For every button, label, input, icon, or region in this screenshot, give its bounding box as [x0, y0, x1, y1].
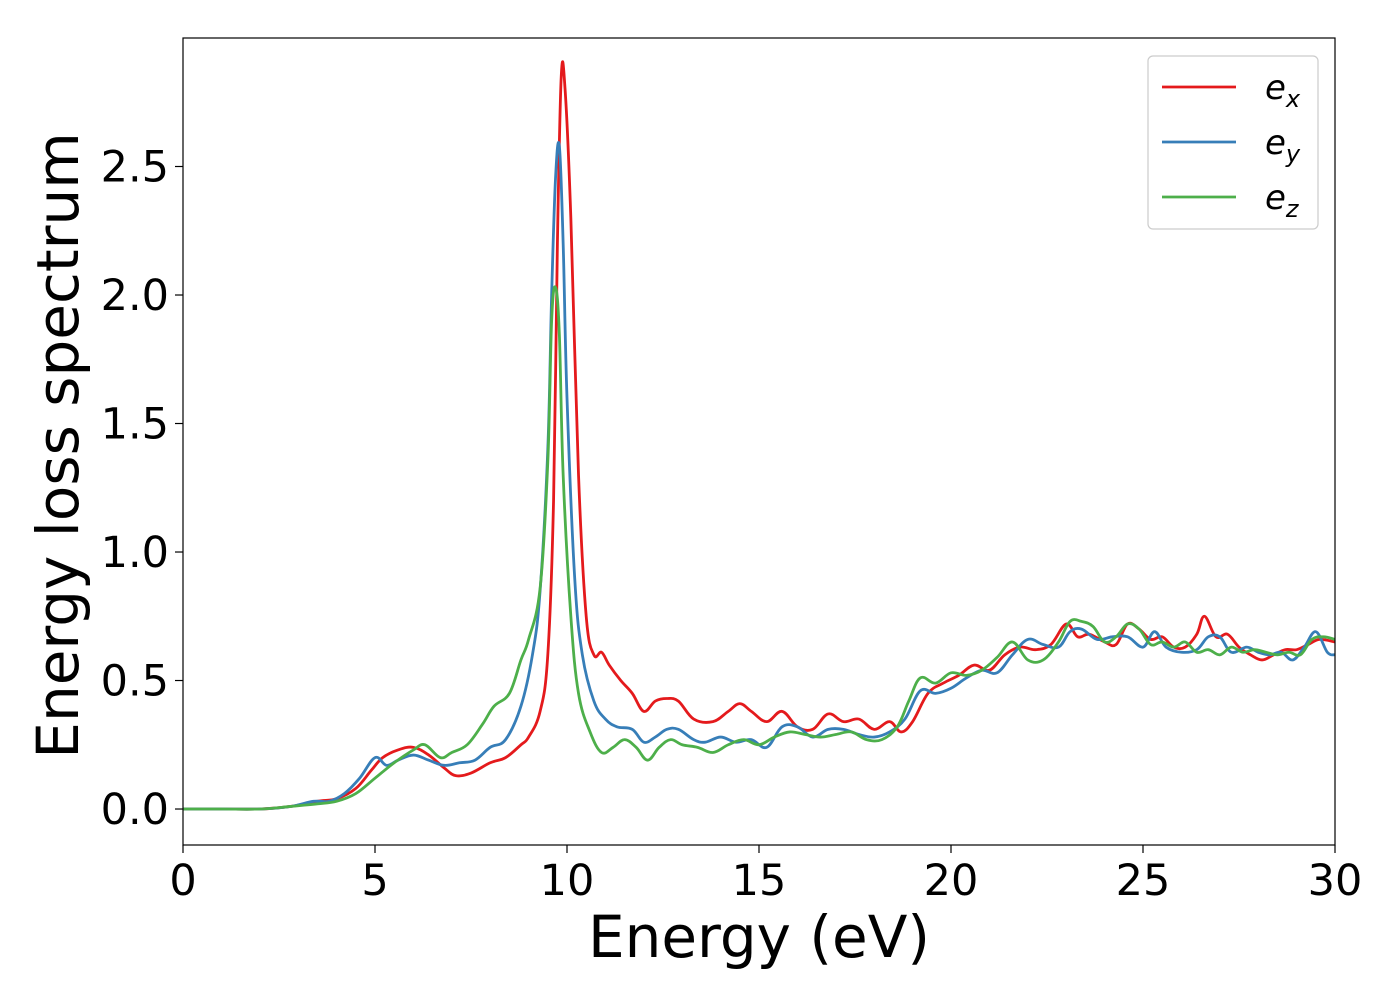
legend-items: ex ey ez	[1162, 68, 1301, 223]
legend-label-x: ex	[1265, 68, 1301, 113]
series-line-x	[183, 60, 1335, 811]
y-tick-label: 1.0	[101, 528, 169, 578]
x-axis-ticks: 0 5 10 15 20 25 30	[169, 845, 1362, 906]
legend: ex ey ez	[1147, 55, 1319, 230]
y-axis-ticks: 0.0 0.5 1.0 1.5 2.0 2.5	[101, 143, 183, 835]
y-tick-label: 2.5	[101, 143, 169, 193]
legend-label-z: ez	[1265, 178, 1300, 223]
legend-label-y: ey	[1265, 123, 1301, 168]
series-layer	[183, 60, 1335, 811]
x-tick-label: 30	[1308, 856, 1363, 906]
x-tick-label: 0	[169, 856, 196, 906]
x-tick-label: 25	[1116, 856, 1171, 906]
x-tick-label: 10	[540, 856, 595, 906]
x-tick-label: 15	[732, 856, 787, 906]
x-tick-label: 5	[361, 856, 388, 906]
series-line-z	[183, 285, 1335, 811]
y-tick-label: 0.5	[101, 657, 169, 707]
y-tick-label: 2.0	[101, 271, 169, 321]
x-axis-title: Energy (eV)	[588, 903, 930, 971]
y-tick-label: 1.5	[101, 400, 169, 450]
y-tick-label: 0.0	[101, 785, 169, 835]
y-axis-title: Energy loss spectrum	[24, 132, 92, 758]
x-tick-label: 20	[924, 856, 979, 906]
